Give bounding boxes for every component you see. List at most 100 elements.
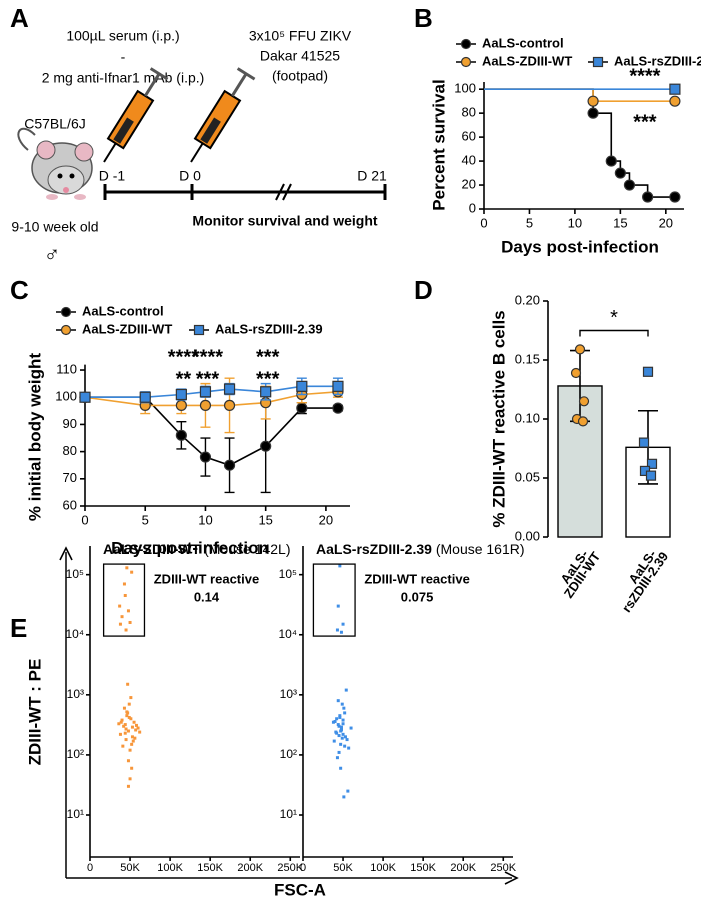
event-dot <box>120 718 124 722</box>
marker <box>199 399 212 411</box>
event-dot <box>118 604 122 608</box>
y-tick-label: 10⁵ <box>66 567 84 581</box>
mouse-head <box>47 165 85 195</box>
marker <box>574 344 586 355</box>
schematic-text: 2 mg anti-Ifnar1 mAb (i.p.) <box>42 70 205 86</box>
rod <box>231 73 248 97</box>
legend-label: AaLS-ZDIII-WT <box>82 321 172 336</box>
event-dot <box>129 696 133 700</box>
legend-marker <box>460 38 472 50</box>
event-dot <box>349 726 353 730</box>
marker <box>587 95 599 107</box>
schematic-text: ♂ <box>44 241 61 266</box>
plunger <box>200 117 221 144</box>
significance-bracket <box>579 329 649 337</box>
y-tick-label: 10⁴ <box>65 627 84 641</box>
event-dot <box>347 746 351 750</box>
panel-title: AaLS-ZDIII-WT (Mouse 142L) <box>103 541 291 557</box>
event-dot <box>338 564 342 568</box>
x-tick-label: 5 <box>142 512 149 527</box>
marker <box>642 191 654 203</box>
schematic-text: - <box>121 49 126 65</box>
needle <box>190 142 204 163</box>
legend-marker <box>193 324 205 336</box>
y-axis-label: % ZDIII-WT reactive B cells <box>489 310 508 527</box>
syringe <box>190 67 256 163</box>
y-tick-label: 10² <box>67 747 84 761</box>
event-dot <box>335 756 339 760</box>
y-axis-label: ZDIII-WT : PE <box>25 659 44 766</box>
y-tick-label: 10³ <box>280 687 297 701</box>
survival-line <box>484 88 675 198</box>
event-dot <box>337 724 341 728</box>
y-axis-label: % initial body weight <box>25 353 44 521</box>
event-dot <box>339 729 343 733</box>
x-tick-label: 250K <box>490 862 516 874</box>
schematic-text: Monitor survival and weight <box>192 213 377 229</box>
gate-label: ZDIII-WT reactive <box>364 572 469 587</box>
y-tick-label: 0.15 <box>515 351 540 366</box>
event-dot <box>130 725 134 729</box>
legend-marker <box>592 56 604 68</box>
event-dot <box>335 731 339 735</box>
marker <box>175 399 187 411</box>
event-dot <box>341 732 345 736</box>
x-tick-label: 250K <box>277 862 303 874</box>
marker <box>669 95 681 107</box>
event-dot <box>341 622 345 626</box>
marker <box>587 107 599 119</box>
x-tick-label: 20 <box>659 215 673 230</box>
event-dot <box>339 630 343 634</box>
x-axis-label: Days post-infection <box>111 538 269 557</box>
event-dot <box>129 717 133 721</box>
significance: *** <box>256 346 280 368</box>
legend-marker <box>460 56 472 68</box>
needle <box>103 142 117 163</box>
marker <box>645 470 657 481</box>
marker <box>175 429 187 441</box>
event-dot <box>341 718 345 722</box>
x-tick-label: 15 <box>258 512 272 527</box>
panel-letter: E <box>10 613 27 643</box>
significance: *** <box>256 368 280 390</box>
panel-title-name: AaLS-ZDIII-WT <box>103 541 201 557</box>
marker <box>577 416 589 427</box>
event-dot <box>339 766 343 770</box>
marker <box>332 402 344 414</box>
y-axis-label: Percent survival <box>429 79 448 210</box>
y-tick-label: 100 <box>55 389 77 404</box>
timeline-break <box>275 183 285 201</box>
legend-marker <box>60 306 72 318</box>
x-tick-label: 200K <box>450 862 476 874</box>
x-tick-label: 150K <box>197 862 223 874</box>
event-dot <box>336 604 340 608</box>
event-dot <box>130 735 134 739</box>
event-dot <box>123 731 127 735</box>
marker <box>79 391 91 403</box>
mouse-eye <box>69 173 75 179</box>
event-dot <box>122 582 126 586</box>
event-dot <box>130 742 134 746</box>
panel-title-note: (Mouse 142L) <box>204 541 290 557</box>
event-dot <box>345 738 349 742</box>
event-dot <box>136 726 140 730</box>
marker <box>642 366 654 377</box>
event-dot <box>132 720 136 724</box>
marker <box>139 391 151 403</box>
y-tick-label: 40 <box>462 153 476 168</box>
event-dot <box>338 714 342 718</box>
event-dot <box>341 722 345 726</box>
survival-line <box>484 88 675 102</box>
significance: ** <box>176 368 192 390</box>
gate-value: 0.14 <box>194 590 220 605</box>
event-dot <box>131 739 135 743</box>
event-dot <box>337 734 341 738</box>
y-tick-label: 60 <box>462 129 476 144</box>
y-tick-label: 70 <box>63 470 77 485</box>
x-axis-label: FSC-A <box>274 880 326 899</box>
event-dot <box>122 706 126 710</box>
schematic-text: 3x10⁵ FFU ZIKV <box>249 28 352 44</box>
event-dot <box>128 620 132 624</box>
event-dot <box>336 723 340 727</box>
marker <box>623 179 636 191</box>
